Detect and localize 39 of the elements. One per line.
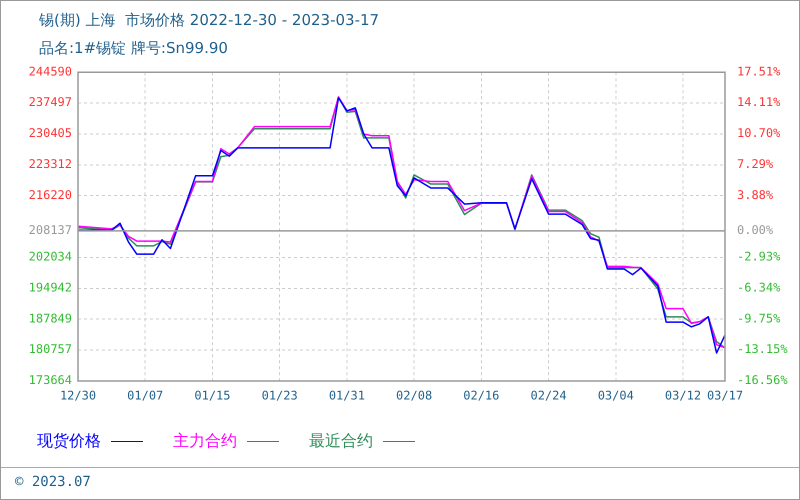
y2-tick-label: 14.11% <box>737 95 782 110</box>
y-tick-label: 216220 <box>28 188 72 202</box>
y2-tick-label: 7.29% <box>737 156 774 171</box>
y2-tick-label: 10.70% <box>737 126 782 140</box>
chart-title: 锡(期) 上海 市场价格 2022-12-30 - 2023-03-17 <box>39 11 380 30</box>
y-tick-label: 244590 <box>28 64 72 78</box>
text: © 2023.07 <box>1 467 799 496</box>
y2-tick-label: 17.51% <box>737 64 782 78</box>
y2-tick-label: 3.88% <box>737 188 774 202</box>
x-tick-label: 02/24 <box>530 388 567 402</box>
x-tick-label: 01/23 <box>262 388 298 402</box>
y-tick-label: 237497 <box>28 95 72 110</box>
x-tick-label: 02/08 <box>396 388 432 402</box>
x-tick-label: 01/15 <box>194 388 231 402</box>
chart-subtitle: 品名:1#锡锭 牌号:Sn99.90 <box>39 39 228 58</box>
x-tick-label: 03/12 <box>664 388 702 402</box>
y2-tick-label: 0.00% <box>737 223 774 238</box>
x-tick-label: 03/04 <box>598 388 634 402</box>
legend-label: 最近合约 <box>309 431 373 450</box>
y-tick-label: 223312 <box>28 156 72 171</box>
y2-tick-label: -13.15% <box>737 342 788 356</box>
legend-label: 主力合约 <box>173 431 237 450</box>
y-tick-label: 208137 <box>28 223 72 238</box>
x-tick-label: 01/07 <box>127 388 164 402</box>
x-tick-label: 02/16 <box>463 388 500 402</box>
y-tick-label: 187849 <box>28 311 72 326</box>
y2-tick-label: -9.75% <box>737 311 782 326</box>
y2-tick-label: -6.34% <box>737 280 782 294</box>
x-tick-label: 12/30 <box>60 388 96 402</box>
y-tick-label: 194942 <box>28 280 72 294</box>
y2-tick-label: -2.93% <box>737 250 782 264</box>
legend-label: 现货价格 <box>37 431 101 450</box>
y-tick-label: 180757 <box>28 342 72 356</box>
y-tick-label: 173664 <box>28 373 72 388</box>
y-tick-label: 202034 <box>28 250 72 264</box>
y-tick-label: 230405 <box>28 126 72 140</box>
x-tick-label: 03/17 <box>706 388 744 402</box>
x-tick-label: 01/31 <box>328 388 365 402</box>
y2-tick-label: -16.56% <box>737 373 788 388</box>
